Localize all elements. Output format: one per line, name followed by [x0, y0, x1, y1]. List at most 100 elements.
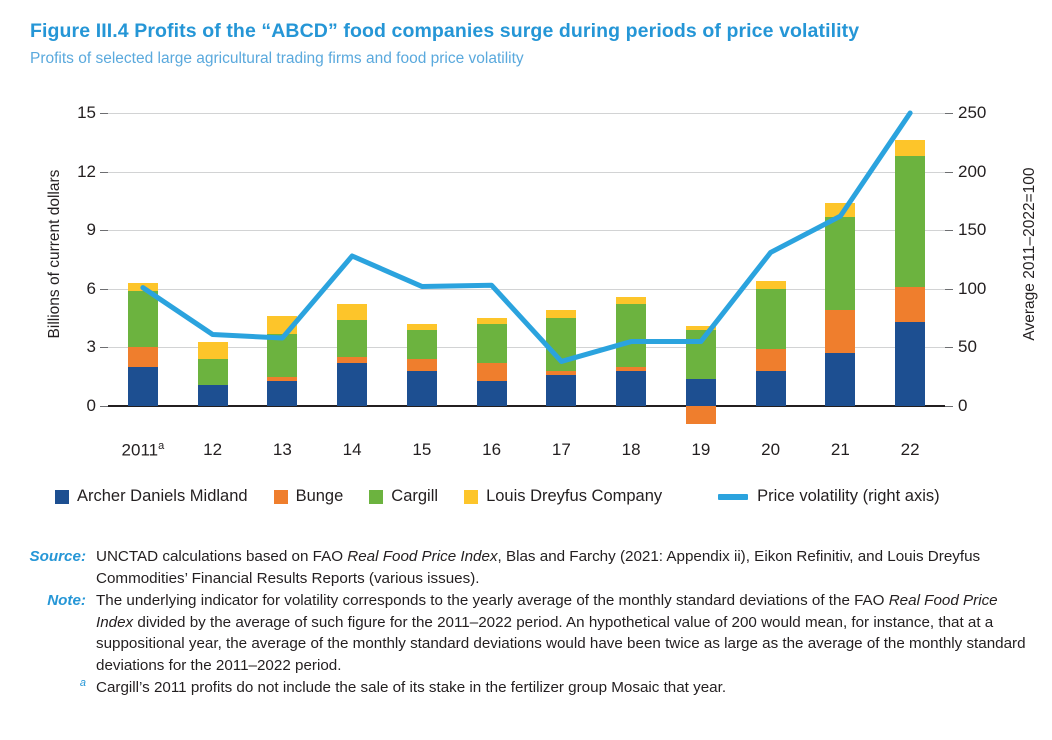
y-axis-left-tick-label: 0: [86, 396, 96, 415]
bar-segment[interactable]: [127, 347, 158, 367]
y-axis-right-tick-label: 200: [958, 161, 987, 181]
legend-label: Bunge: [295, 487, 344, 505]
bar-segment[interactable]: [476, 323, 507, 364]
bar-segment[interactable]: [895, 286, 926, 322]
bar-segment[interactable]: [755, 288, 786, 350]
bar-segment[interactable]: [685, 329, 716, 379]
legend-swatch-icon: [369, 489, 384, 504]
bar-column[interactable]: [755, 113, 786, 406]
bar-segment[interactable]: [825, 202, 856, 217]
bar-segment[interactable]: [616, 296, 647, 305]
figure-subtitle: Profits of selected large agricultural t…: [30, 50, 524, 67]
bar-segment[interactable]: [197, 341, 228, 360]
y-axis-left-tick-label: 12: [77, 161, 96, 181]
bar-segment[interactable]: [337, 357, 368, 364]
y-axis-right-tickmark: [945, 171, 953, 173]
figure-notes: Source: UNCTAD calculations based on FAO…: [28, 546, 1028, 700]
bar-column[interactable]: [546, 113, 577, 406]
bar-segment[interactable]: [685, 378, 716, 406]
bar-column[interactable]: [406, 113, 437, 406]
bar-segment[interactable]: [755, 370, 786, 406]
x-axis-tick-label: 19: [691, 440, 711, 459]
bar-segment[interactable]: [616, 366, 647, 371]
y-axis-left-tickmark: [100, 347, 108, 349]
bar-segment[interactable]: [825, 216, 856, 311]
legend-item[interactable]: Bunge: [273, 487, 344, 506]
chart-area: Billions of current dollars Average 2011…: [0, 95, 1052, 495]
y-axis-left-tickmark: [100, 230, 108, 232]
x-axis-tick-label: 17: [551, 440, 571, 459]
bar-segment[interactable]: [267, 376, 298, 381]
bar-segment[interactable]: [755, 349, 786, 371]
y-axis-right-tickmark: [945, 288, 953, 290]
bar-segment[interactable]: [337, 363, 368, 406]
legend-item[interactable]: Louis Dreyfus Company: [464, 487, 662, 506]
bar-column[interactable]: [197, 113, 228, 406]
x-axis-tick-label: 12: [203, 440, 223, 459]
bar-segment[interactable]: [546, 374, 577, 406]
source-text-part2: , Blas and Farchy (2021: Appendix ii), E…: [96, 548, 981, 587]
bar-segment[interactable]: [197, 359, 228, 385]
legend-label: Louis Dreyfus Company: [486, 487, 663, 505]
bar-segment[interactable]: [197, 384, 228, 406]
bar-segment[interactable]: [267, 316, 298, 334]
stacked-bars: [108, 113, 945, 424]
legend-item[interactable]: Price volatility (right axis): [718, 487, 940, 506]
x-axis-tick-label: 13: [272, 440, 292, 459]
bar-segment[interactable]: [895, 322, 926, 406]
bar-segment[interactable]: [895, 140, 926, 156]
y-axis-right-tick-label: 150: [958, 220, 987, 240]
bar-segment[interactable]: [546, 310, 577, 319]
bar-segment[interactable]: [685, 325, 716, 330]
bar-segment[interactable]: [825, 310, 856, 354]
x-axis-tick-label: 14: [342, 440, 362, 459]
y-axis-right-tickmark: [945, 113, 953, 114]
bar-segment[interactable]: [337, 320, 368, 358]
bar-segment[interactable]: [685, 406, 716, 424]
bar-segment[interactable]: [127, 290, 158, 348]
figure-title: Figure III.4 Profits of the “ABCD” food …: [30, 20, 860, 42]
bar-segment[interactable]: [337, 304, 368, 321]
legend-item[interactable]: Archer Daniels Midland: [55, 487, 248, 506]
bar-column[interactable]: [895, 113, 926, 406]
bar-segment[interactable]: [127, 282, 158, 291]
legend-label: Cargill: [391, 487, 439, 505]
bar-segment[interactable]: [406, 370, 437, 406]
source-row: Source: UNCTAD calculations based on FAO…: [28, 546, 1028, 589]
bar-column[interactable]: [616, 113, 647, 406]
source-text: UNCTAD calculations based on FAO Real Fo…: [96, 546, 1028, 589]
legend-item[interactable]: Cargill: [369, 487, 438, 506]
note-text-part1: The underlying indicator for volatility …: [96, 592, 889, 610]
bar-segment[interactable]: [825, 353, 856, 406]
bar-column[interactable]: [267, 113, 298, 406]
y-axis-right-tick-label: 50: [958, 337, 977, 357]
bar-column[interactable]: [825, 113, 856, 406]
bar-segment[interactable]: [476, 380, 507, 406]
y-axis-right-tick-label: 0: [958, 396, 968, 415]
bar-column[interactable]: [476, 113, 507, 406]
bar-segment[interactable]: [895, 155, 926, 287]
bar-segment[interactable]: [546, 318, 577, 371]
bar-segment[interactable]: [267, 333, 298, 377]
footnote-text: Cargill’s 2011 profits do not include th…: [96, 679, 727, 697]
bar-column[interactable]: [685, 113, 716, 424]
bar-segment[interactable]: [127, 366, 158, 406]
bar-segment[interactable]: [616, 370, 647, 406]
bar-column[interactable]: [127, 113, 158, 406]
bar-segment[interactable]: [755, 280, 786, 289]
bar-segment[interactable]: [406, 359, 437, 371]
y-axis-left-tickmark: [100, 171, 108, 173]
bar-segment[interactable]: [476, 318, 507, 324]
bar-segment[interactable]: [406, 329, 437, 360]
bar-segment[interactable]: [616, 304, 647, 367]
bar-column[interactable]: [337, 113, 368, 406]
bar-segment[interactable]: [476, 363, 507, 381]
bar-segment[interactable]: [406, 323, 437, 330]
y-axis-right-tick-label: 100: [958, 278, 987, 298]
bar-segment[interactable]: [546, 370, 577, 375]
source-italic-title: Real Food Price Index: [347, 548, 498, 565]
y-axis-right-tickmark: [945, 230, 953, 232]
x-axis-tick-label: 22: [900, 440, 920, 459]
bar-segment[interactable]: [267, 380, 298, 406]
